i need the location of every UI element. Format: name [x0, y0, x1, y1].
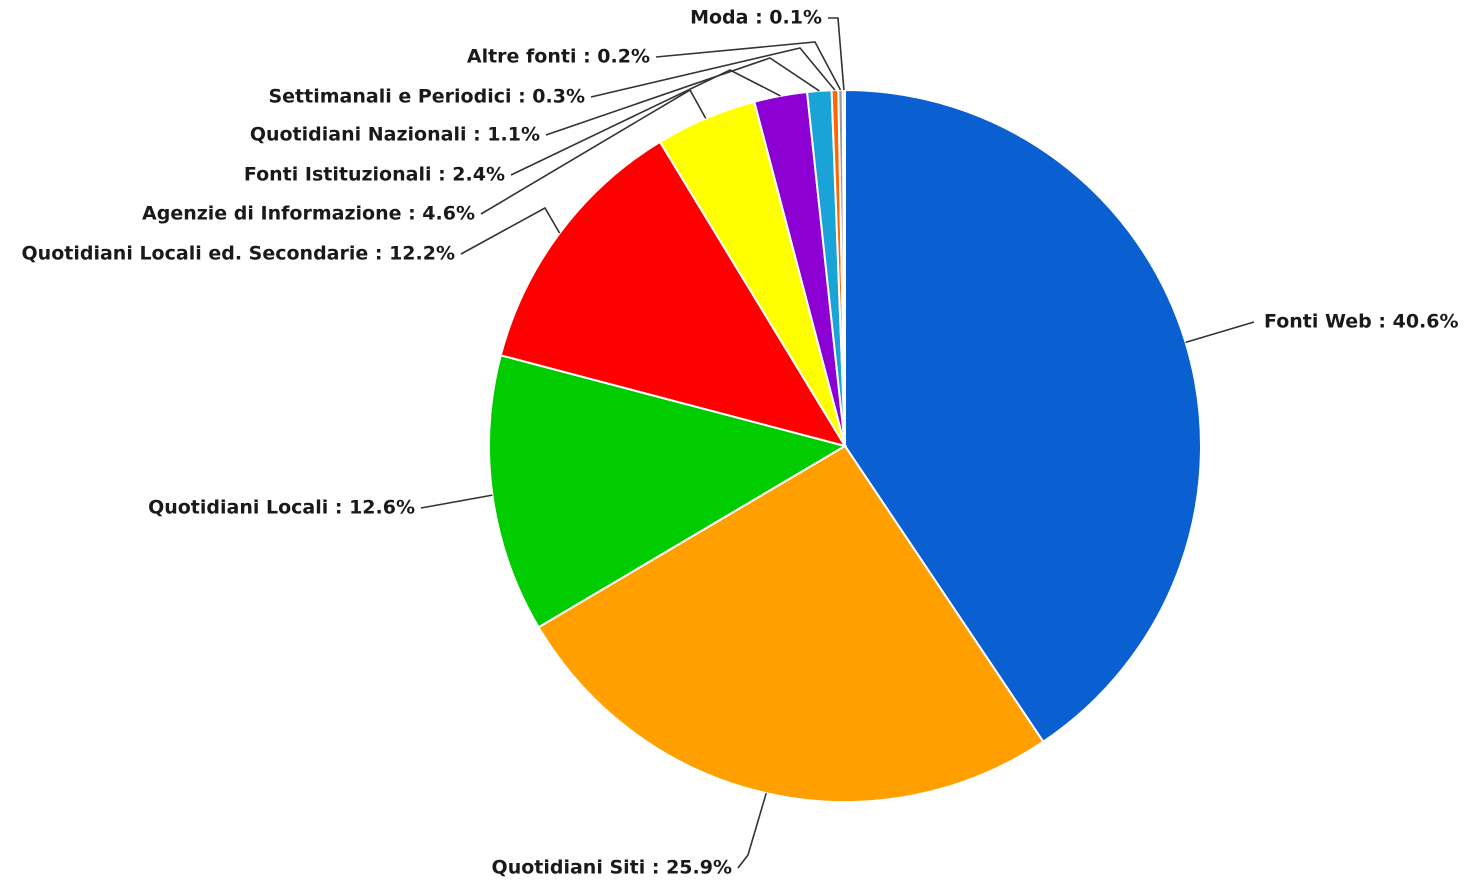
label-agenzie-di-informazione: Agenzie di Informazione : 4.6% — [142, 203, 475, 225]
label-moda: Moda : 0.1% — [690, 7, 822, 29]
leader-altre-fonti — [655, 41, 842, 91]
leader-quotidiani-locali-ed-secondarie — [460, 206, 561, 255]
label-quotidiani-nazionali: Quotidiani Nazionali : 1.1% — [250, 124, 540, 146]
label-fonti-web: Fonti Web : 40.6% — [1264, 311, 1459, 333]
leader-fonti-istituzionali — [510, 69, 781, 176]
label-quotidiani-locali-ed-secondarie: Quotidiani Locali ed. Secondarie : 12.2% — [22, 243, 455, 265]
leader-quotidiani-nazionali — [545, 57, 820, 136]
leader-fonti-web — [1185, 321, 1255, 344]
pie-slices — [488, 88, 1202, 803]
label-settimanali-e-periodici: Settimanali e Periodici : 0.3% — [268, 86, 585, 108]
leader-quotidiani-locali — [420, 494, 493, 509]
label-fonti-istituzionali: Fonti Istituzionali : 2.4% — [244, 164, 505, 186]
slice-moda[interactable] — [841, 88, 846, 447]
slice-quotidiani-siti[interactable] — [537, 444, 1045, 803]
leader-settimanali-e-periodici — [590, 47, 836, 98]
slice-fonti-web[interactable] — [844, 88, 1202, 744]
leader-quotidiani-siti — [737, 792, 767, 869]
slice-labels: Fonti Web : 40.6% Quotidiani Siti : 25.9%… — [22, 7, 1459, 879]
slice-quotidiani-locali-ed-secondarie[interactable] — [499, 140, 848, 448]
leader-lines — [420, 17, 1255, 869]
label-altre-fonti: Altre fonti : 0.2% — [467, 46, 650, 68]
leader-moda — [828, 17, 845, 91]
label-quotidiani-locali: Quotidiani Locali : 12.6% — [148, 497, 415, 519]
label-quotidiani-siti: Quotidiani Siti : 25.9% — [492, 857, 732, 879]
